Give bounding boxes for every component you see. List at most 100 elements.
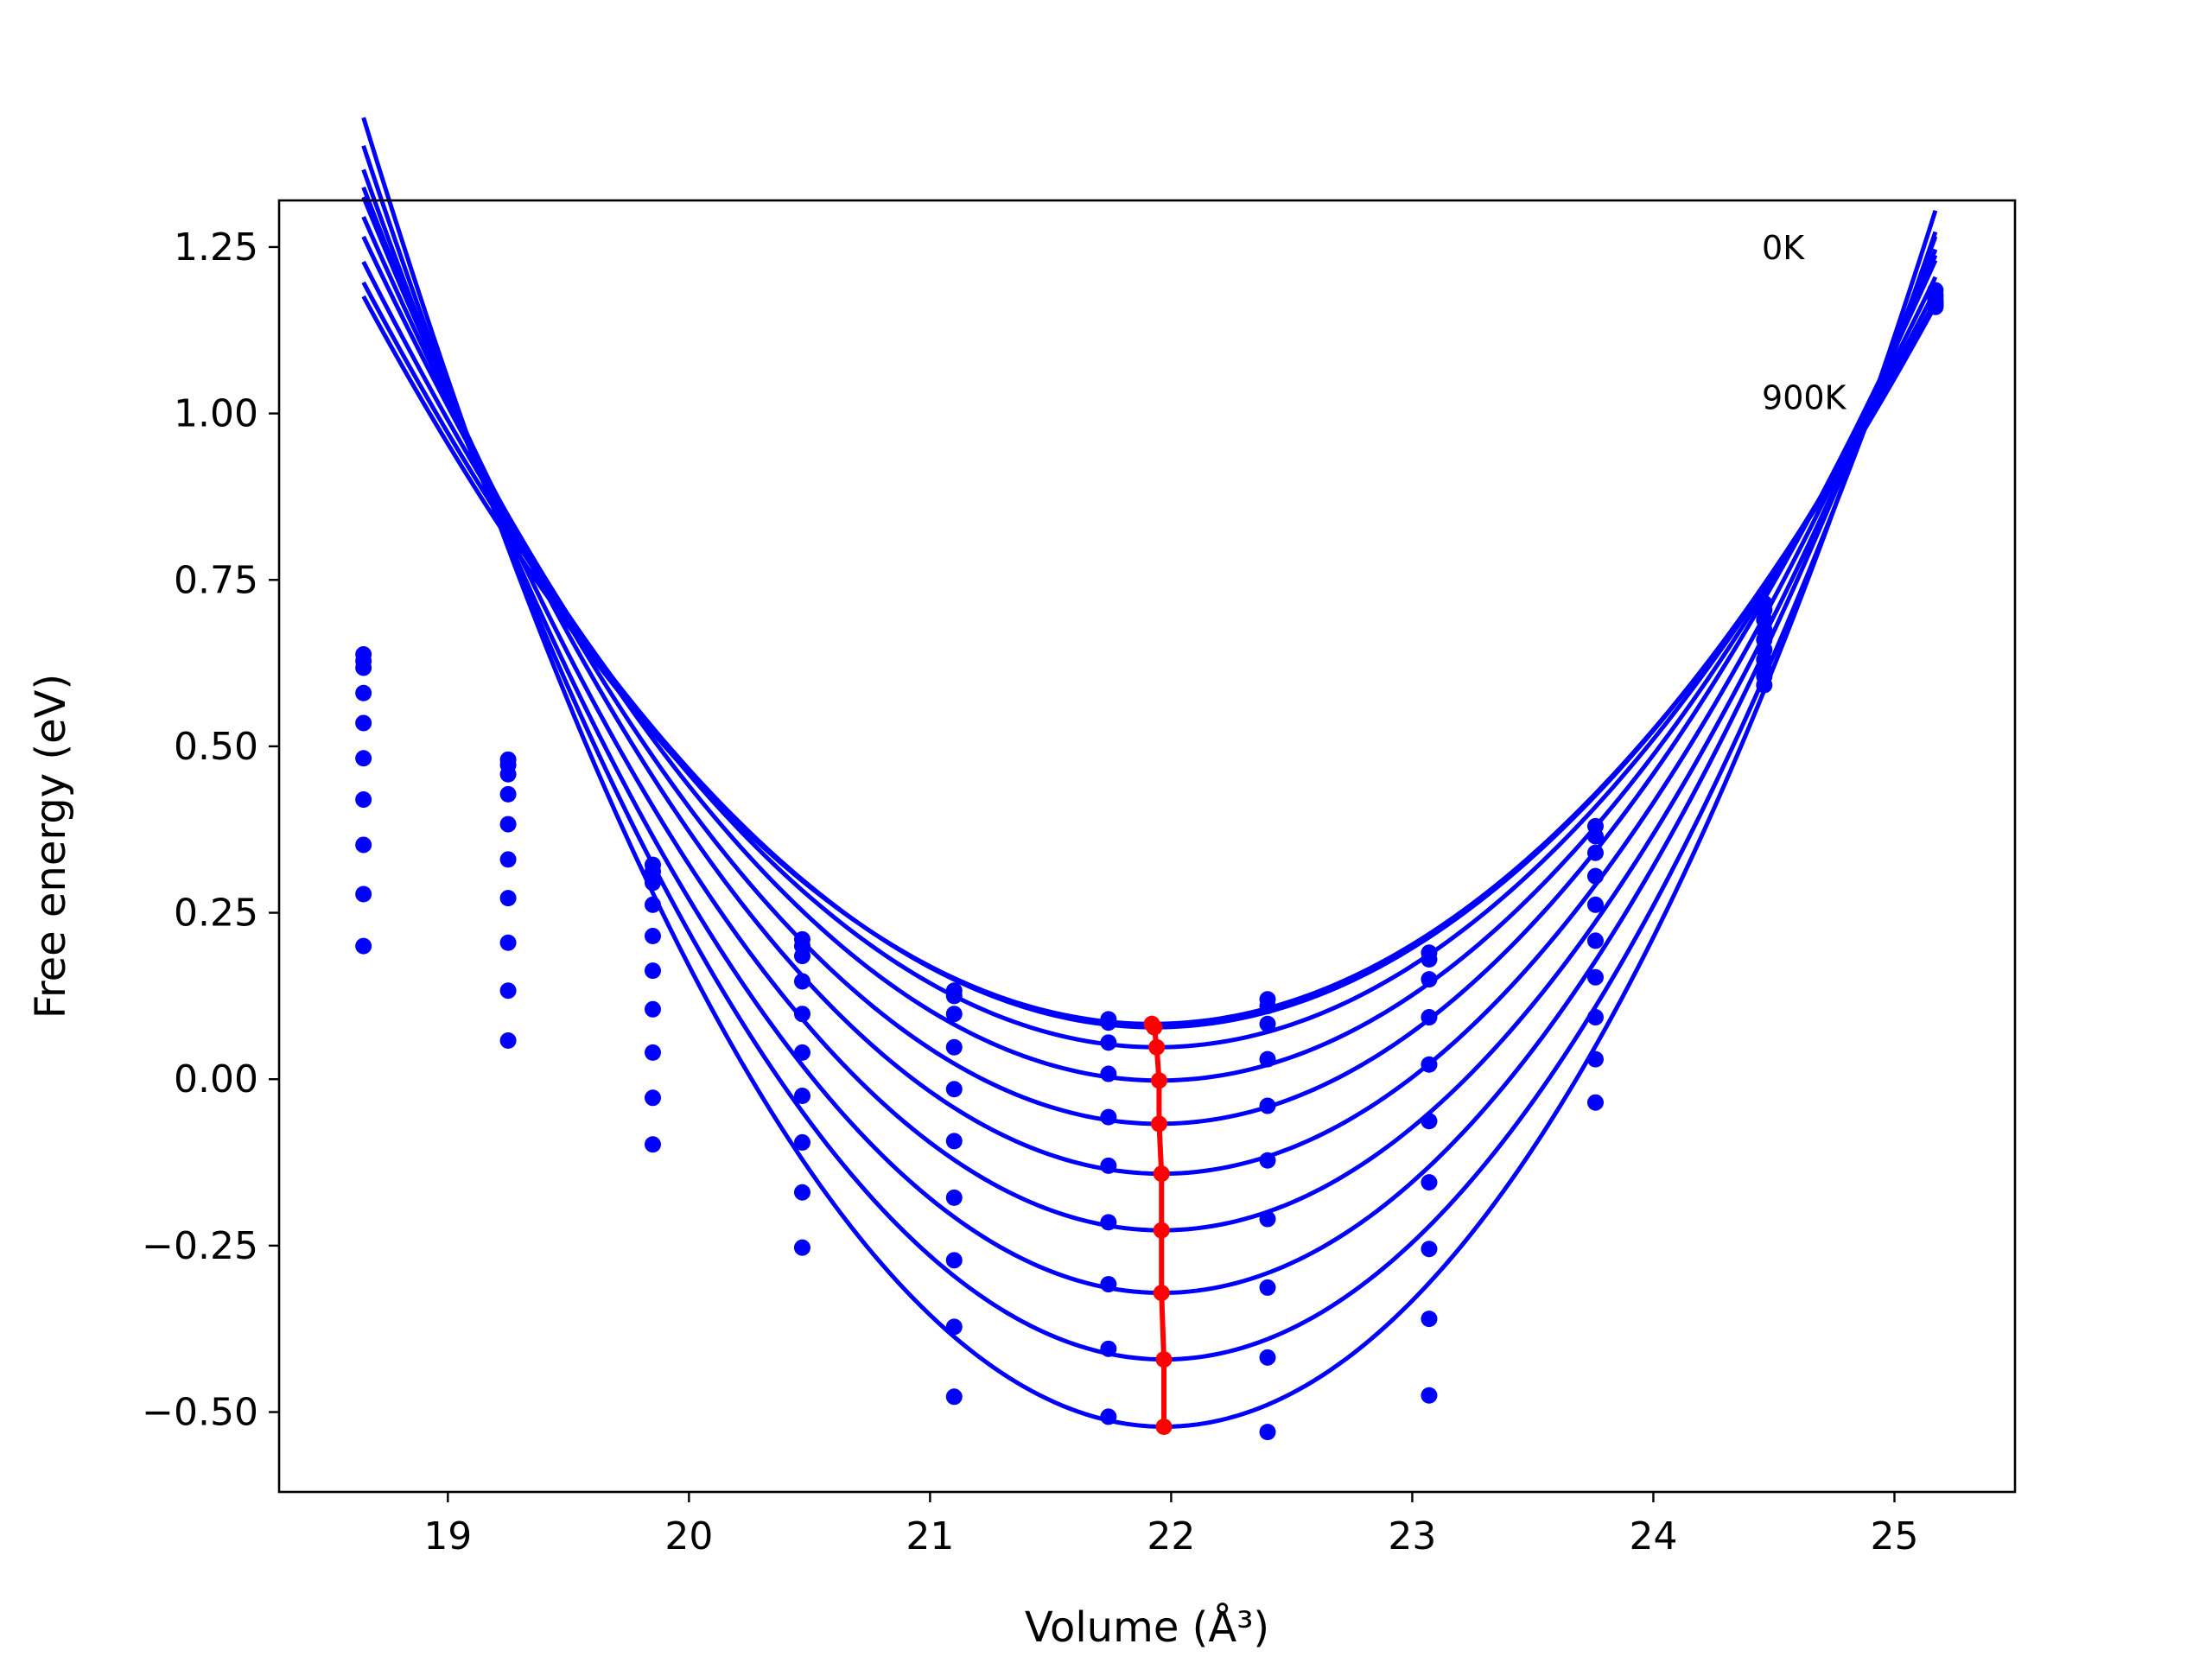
minimum-point	[1153, 1222, 1170, 1239]
minimum-point	[1150, 1072, 1167, 1089]
minimum-point	[1150, 1115, 1167, 1133]
data-point	[945, 1189, 963, 1206]
fit-curve-5	[361, 196, 1938, 1177]
data-point	[1259, 1050, 1276, 1068]
minimum-point	[1155, 1418, 1173, 1435]
data-point	[644, 1089, 661, 1107]
data-point	[644, 962, 661, 980]
fit-curve-3	[361, 235, 1938, 1083]
y-tick-label: 0.00	[174, 1057, 258, 1101]
data-point	[1586, 1050, 1604, 1068]
y-tick-label: 1.25	[174, 225, 258, 270]
data-point	[355, 659, 372, 676]
data-point	[1421, 1311, 1438, 1328]
data-point	[499, 982, 517, 1000]
data-point	[644, 1000, 661, 1018]
fit-curve-1	[361, 281, 1938, 1030]
data-point	[1100, 1157, 1117, 1174]
minimum-point	[1148, 1038, 1166, 1056]
data-point	[1927, 298, 1944, 315]
data-point	[499, 816, 517, 833]
data-point	[793, 1087, 810, 1104]
data-point	[499, 934, 517, 951]
data-point	[1586, 1009, 1604, 1026]
data-point	[1421, 1387, 1438, 1404]
data-point	[1100, 1340, 1117, 1357]
data-point	[644, 896, 661, 913]
data-point	[1421, 1009, 1438, 1026]
data-point	[644, 863, 661, 880]
x-tick-label: 22	[1147, 1514, 1195, 1558]
data-point	[1259, 1279, 1276, 1296]
data-point	[499, 785, 517, 803]
data-point	[793, 1006, 810, 1023]
data-point	[793, 1044, 810, 1061]
data-point	[1756, 676, 1773, 694]
data-point	[945, 1081, 963, 1098]
x-tick-label: 23	[1388, 1514, 1436, 1558]
data-point	[644, 1136, 661, 1153]
data-point	[793, 948, 810, 965]
minimum-point	[1146, 1019, 1163, 1036]
x-tick-label: 25	[1870, 1514, 1918, 1558]
data-point	[1259, 1015, 1276, 1032]
fit-curve-7	[361, 168, 1938, 1296]
data-point	[1586, 932, 1604, 949]
fit-curve-2	[361, 260, 1938, 1050]
data-point	[1586, 968, 1604, 986]
data-point	[1421, 1056, 1438, 1073]
ticks-layer: 19 20 21 22 23 24 25 −0.50 −0.25 0.00 0.25 0.50 0.75…	[142, 225, 1918, 1558]
data-point	[793, 1133, 810, 1151]
data-point	[1100, 1108, 1117, 1126]
data-point	[1259, 1097, 1276, 1114]
axes-frame	[277, 199, 2017, 1494]
data-point	[1259, 1424, 1276, 1441]
data-point	[355, 684, 372, 701]
data-point	[499, 851, 517, 868]
data-point	[793, 973, 810, 990]
x-tick-label: 24	[1629, 1514, 1677, 1558]
data-point	[1421, 971, 1438, 988]
annotations-layer: 0K 900K	[1762, 229, 1847, 416]
data-point	[1586, 828, 1604, 845]
data-point	[1259, 997, 1276, 1014]
data-point	[945, 1388, 963, 1406]
data-point	[355, 714, 372, 732]
fit-curve-4	[361, 215, 1938, 1127]
data-point	[1100, 1034, 1117, 1051]
data-point	[945, 1133, 963, 1150]
data-point	[499, 890, 517, 907]
data-point	[1586, 896, 1604, 913]
data-point	[1586, 1094, 1604, 1111]
x-axis-label: Volume (Å³)	[1025, 1603, 1269, 1652]
data-point	[1259, 1152, 1276, 1169]
fit-curve-9	[361, 117, 1938, 1429]
data-point	[355, 937, 372, 955]
minimum-point	[1153, 1165, 1170, 1183]
y-tick-label: −0.25	[142, 1224, 258, 1268]
data-point	[793, 1239, 810, 1256]
data-point	[1259, 1349, 1276, 1366]
data-points-layer	[355, 282, 1944, 1441]
data-point	[355, 836, 372, 854]
annotation-label: 0K	[1762, 229, 1805, 267]
y-tick-label: 0.25	[174, 892, 258, 936]
x-tick-label: 21	[906, 1514, 954, 1558]
y-tick-label: 0.50	[174, 725, 258, 769]
data-point	[1100, 1276, 1117, 1293]
fit-curve-8	[361, 144, 1938, 1362]
data-point	[945, 1038, 963, 1056]
minimum-point	[1155, 1351, 1173, 1368]
data-point	[1421, 951, 1438, 968]
data-point	[1100, 1065, 1117, 1082]
data-point	[1586, 844, 1604, 861]
fit-curves-layer	[361, 117, 1938, 1429]
data-point	[1421, 1174, 1438, 1191]
data-point	[355, 885, 372, 903]
data-point	[793, 1184, 810, 1201]
x-tick-label: 19	[423, 1514, 472, 1558]
minimum-path-layer	[1143, 1015, 1173, 1435]
data-point	[1100, 1408, 1117, 1425]
